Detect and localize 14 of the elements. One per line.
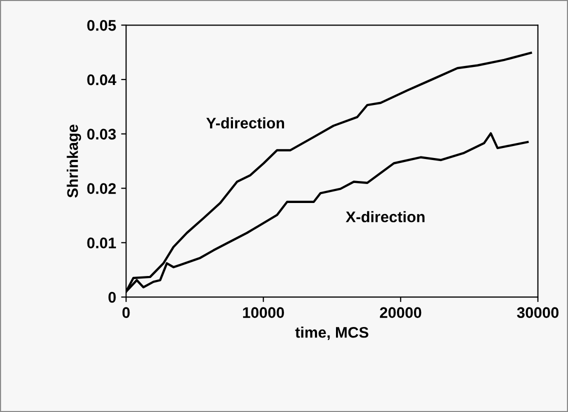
y-tick-label: 0.03 xyxy=(87,128,116,140)
y-tick-label: 0.05 xyxy=(87,20,116,31)
x-tick-label: 30000 xyxy=(517,307,559,318)
y-axis-title: Shrinkage xyxy=(66,124,82,198)
series-label: X-direction xyxy=(346,211,424,222)
x-axis-title: time, MCS xyxy=(295,326,368,340)
y-tick-label: 0.01 xyxy=(87,238,116,248)
y-tick-label: 0 xyxy=(108,292,116,303)
y-tick-label: 0.04 xyxy=(87,74,116,86)
x-tick-label: 20000 xyxy=(380,307,422,318)
x-tick-label: 10000 xyxy=(243,307,284,318)
x-tick-label: 0 xyxy=(122,307,130,318)
y-tick-label: 0.02 xyxy=(87,183,116,194)
series-label: Y-direction xyxy=(206,117,284,128)
